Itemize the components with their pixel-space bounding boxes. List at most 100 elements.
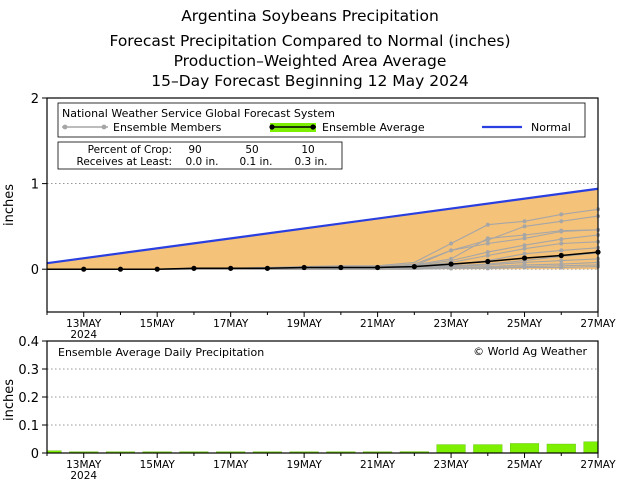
- ensemble-member-point-8-14: [559, 258, 564, 263]
- bottom-y-axis-label: inches: [2, 379, 17, 421]
- top-y-tick-label-1: 1: [31, 178, 39, 193]
- bottom-y-tick-label-4: 0.4: [18, 335, 39, 350]
- legend-members-marker: [62, 124, 68, 130]
- ensemble-member-point-6-14: [559, 248, 564, 253]
- bottom-x-tick-label-1: 15MAY: [140, 459, 176, 471]
- ensemble-member-point-4-14: [559, 237, 564, 242]
- legend-average-marker-end: [310, 124, 316, 130]
- ensemble-average-point-2: [154, 266, 160, 272]
- legend-members-label: Ensemble Members: [113, 121, 222, 134]
- ensemble-member-point-11-13: [522, 265, 527, 270]
- bottom-x-year-label: 2024: [70, 470, 97, 482]
- crop-table-amount-90: 0.0 in.: [186, 156, 219, 168]
- bottom-plot-background: [47, 341, 598, 453]
- bottom-x-tick-label-5: 23MAY: [433, 459, 469, 471]
- ensemble-average-point-9: [411, 264, 417, 270]
- ensemble-average-point-13: [558, 252, 564, 259]
- ensemble-member-point-3-14: [559, 229, 564, 234]
- bottom-x-tick-label-6: 25MAY: [507, 459, 543, 471]
- bottom-chart-credit: © World Ag Weather: [473, 345, 587, 358]
- ensemble-member-point-5-14: [559, 241, 564, 246]
- crop-table-percent-label: Percent of Crop:: [88, 144, 172, 156]
- bottom-x-tick-label-0: 13MAY: [66, 459, 102, 471]
- top-y-tick-label-2: 2: [31, 92, 39, 107]
- daily-precip-bar-12: [473, 444, 503, 454]
- top-y-tick-label-0: 0: [31, 263, 39, 278]
- top-plot-frame: [46, 97, 599, 313]
- ensemble-member-point-1-13: [522, 224, 527, 229]
- ensemble-member-point-2-13: [522, 232, 527, 237]
- ensemble-average-point-0: [81, 266, 87, 272]
- legend-average-label: Ensemble Average: [322, 121, 425, 134]
- crop-table: [57, 141, 343, 170]
- legend-average-marker: [269, 124, 275, 130]
- daily-precip-bar-11: [436, 444, 466, 454]
- ensemble-member-point-0-14: [559, 212, 564, 217]
- ensemble-member-point-5-12: [485, 253, 490, 258]
- ensemble-average-point-12: [521, 255, 528, 261]
- ensemble-member-point-6-13: [522, 251, 527, 256]
- ensemble-average-point-5: [264, 265, 270, 271]
- bottom-x-tick-label-4: 21MAY: [360, 459, 396, 471]
- ensemble-member-point-4-13: [522, 243, 527, 248]
- ensemble-member-point-1-14: [559, 219, 564, 224]
- crop-table-percent-90: 90: [188, 144, 201, 156]
- legend-members-marker-end: [101, 124, 107, 130]
- bottom-y-tick-label-1: 0.1: [18, 419, 39, 434]
- top-y-axis-label: inches: [2, 184, 17, 226]
- chart-subtitle: Forecast Precipitation Compared to Norma…: [109, 32, 511, 50]
- bottom-y-tick-label-0: 0: [31, 447, 39, 462]
- chart-title: Argentina Soybeans Precipitation: [181, 7, 439, 25]
- ensemble-member-point-3-12: [485, 241, 490, 246]
- crop-table-amount-10: 0.3 in.: [295, 156, 328, 168]
- ensemble-average-point-3: [191, 265, 197, 271]
- ensemble-member-point-0-11: [449, 241, 454, 246]
- ensemble-member-point-11-14: [559, 265, 564, 270]
- ensemble-average-point-6: [301, 264, 307, 271]
- legend-normal-label: Normal: [531, 121, 571, 134]
- top-x-tick-label-1: 15MAY: [140, 318, 176, 330]
- top-x-tick-label-5: 23MAY: [433, 318, 469, 330]
- ensemble-average-point-10: [448, 261, 454, 267]
- top-x-tick-label-4: 21MAY: [360, 318, 396, 330]
- bottom-x-tick-label-2: 17MAY: [213, 459, 249, 471]
- ensemble-average-line: [47, 251, 599, 270]
- bottom-y-tick-label-2: 0.2: [18, 391, 39, 406]
- legend-source: National Weather Service Global Forecast…: [62, 107, 335, 120]
- ensemble-member-point-4-12: [485, 250, 490, 255]
- ensemble-member-point-11-11: [449, 266, 454, 271]
- top-x-tick-label-6: 25MAY: [507, 318, 543, 330]
- chart-subtitle-forecast: 15–Day Forecast Beginning 12 May 2024: [151, 72, 469, 90]
- ensemble-average-point-1: [117, 266, 124, 272]
- bottom-x-tick-label-3: 19MAY: [287, 459, 323, 471]
- ensemble-average-point-11: [485, 258, 491, 265]
- bottom-x-tick-label-7: 27MAY: [580, 459, 616, 471]
- ensemble-member-point-11-12: [485, 266, 490, 271]
- top-x-tick-label-7: 27MAY: [580, 318, 616, 330]
- ensemble-average-point-8: [375, 264, 381, 271]
- legend-box: [57, 102, 586, 138]
- chart-subtitle-area: Production–Weighted Area Average: [173, 52, 447, 70]
- ensemble-average-point-4: [228, 265, 234, 271]
- ensemble-average-point-7: [338, 264, 344, 271]
- top-x-tick-label-0: 13MAY: [66, 318, 102, 330]
- bottom-chart-title: Ensemble Average Daily Precipitation: [58, 346, 264, 359]
- daily-precip-bar-14: [546, 443, 576, 454]
- top-x-tick-label-3: 19MAY: [287, 318, 323, 330]
- crop-table-amount-label: Receives at Least:: [77, 156, 173, 168]
- top-x-tick-label-2: 17MAY: [213, 318, 249, 330]
- ensemble-member-point-0-13: [522, 219, 527, 224]
- crop-table-percent-10: 10: [301, 144, 314, 156]
- ensemble-member-point-3-11: [449, 248, 454, 253]
- ensemble-member-point-0-12: [485, 222, 490, 227]
- bottom-y-tick-label-3: 0.3: [18, 363, 39, 378]
- ensemble-member-point-5-13: [522, 246, 527, 251]
- daily-precip-bar-15: [583, 441, 599, 454]
- ensemble-member-point-3-13: [522, 236, 527, 241]
- crop-table-percent-50: 50: [245, 144, 258, 156]
- top-x-year-label: 2024: [70, 329, 97, 341]
- normal-line: [46, 187, 599, 265]
- crop-table-amount-50: 0.1 in.: [240, 156, 273, 168]
